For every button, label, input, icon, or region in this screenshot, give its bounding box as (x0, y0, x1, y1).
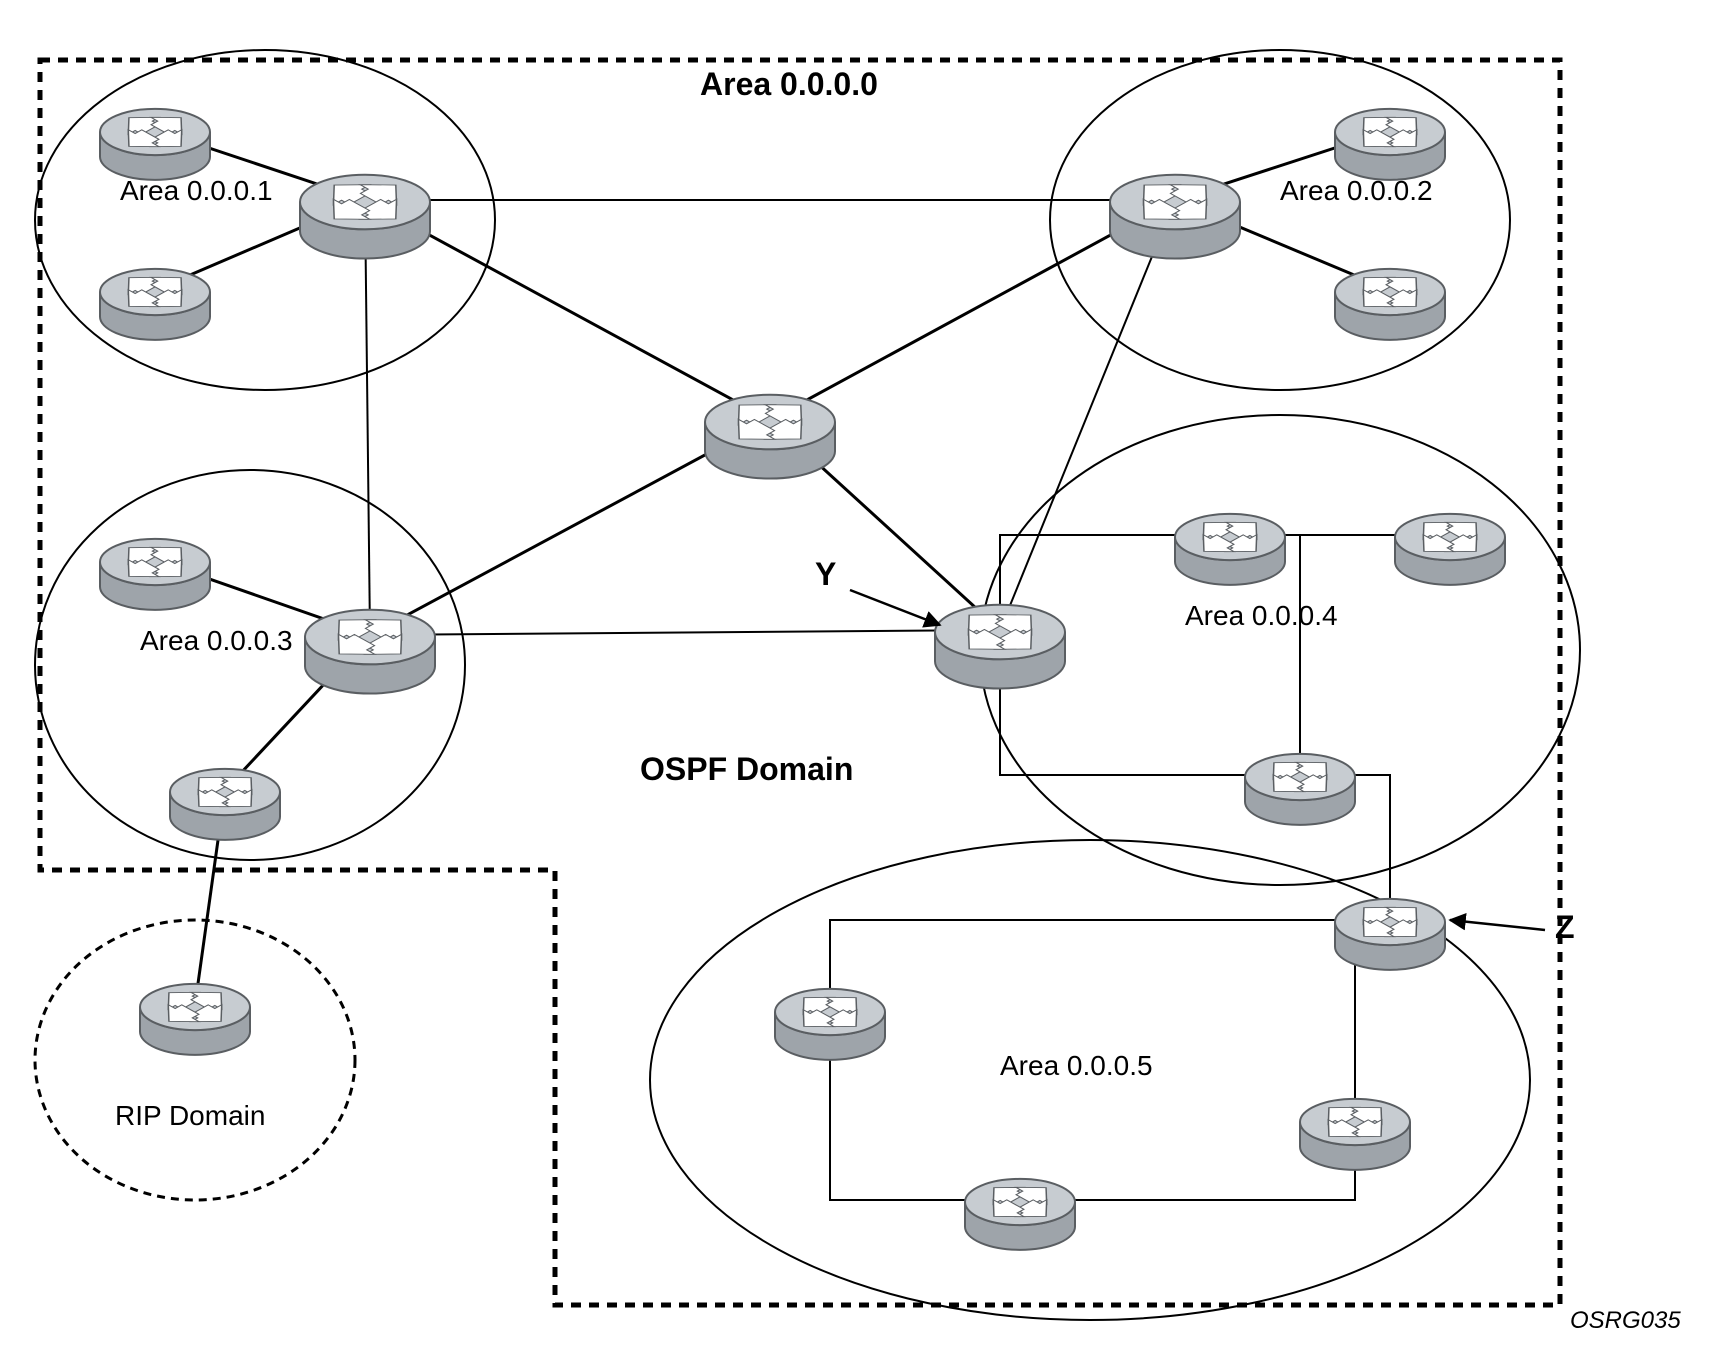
link-abr2-abr4 (1000, 200, 1175, 630)
link-abr1-abr3 (365, 200, 370, 635)
label-area2: Area 0.0.0.2 (1280, 175, 1433, 206)
label-y_marker: Y (815, 556, 836, 592)
router-abr3 (305, 610, 435, 694)
router-abr5 (1335, 899, 1445, 970)
label-area4: Area 0.0.0.4 (1185, 600, 1338, 631)
label-rip_domain: RIP Domain (115, 1100, 265, 1131)
router-r4b (1395, 514, 1505, 585)
area-boundary-rip (35, 920, 355, 1200)
router-r3b (170, 769, 280, 840)
router-r4a (1175, 514, 1285, 585)
router-r2b (1335, 269, 1445, 340)
router-abr1 (300, 175, 430, 259)
label-backbone: Area 0.0.0.0 (700, 66, 878, 102)
label-area3: Area 0.0.0.3 (140, 625, 293, 656)
router-core (705, 395, 835, 479)
router-r4c (1245, 754, 1355, 825)
pointer-z_marker (1450, 920, 1545, 930)
link-r5a-abr5 (830, 920, 1390, 1010)
label-z_marker: Z (1555, 909, 1575, 945)
router-r2a (1335, 109, 1445, 180)
routers-group (100, 109, 1505, 1250)
router-r3a (100, 539, 210, 610)
router-rip1 (140, 984, 250, 1055)
link-abr3-abr4 (370, 630, 1000, 635)
router-abr2 (1110, 175, 1240, 259)
label-area1: Area 0.0.0.1 (120, 175, 273, 206)
router-r5b (965, 1179, 1075, 1250)
router-r1a (100, 109, 210, 180)
label-area5: Area 0.0.0.5 (1000, 1050, 1153, 1081)
label-figure_id: OSRG035 (1570, 1307, 1681, 1334)
router-abr4 (935, 605, 1065, 689)
router-r5c (1300, 1099, 1410, 1170)
pointer-y_marker (850, 590, 940, 625)
label-ospf_domain: OSPF Domain (640, 751, 853, 787)
router-r1b (100, 269, 210, 340)
router-r5a (775, 989, 885, 1060)
